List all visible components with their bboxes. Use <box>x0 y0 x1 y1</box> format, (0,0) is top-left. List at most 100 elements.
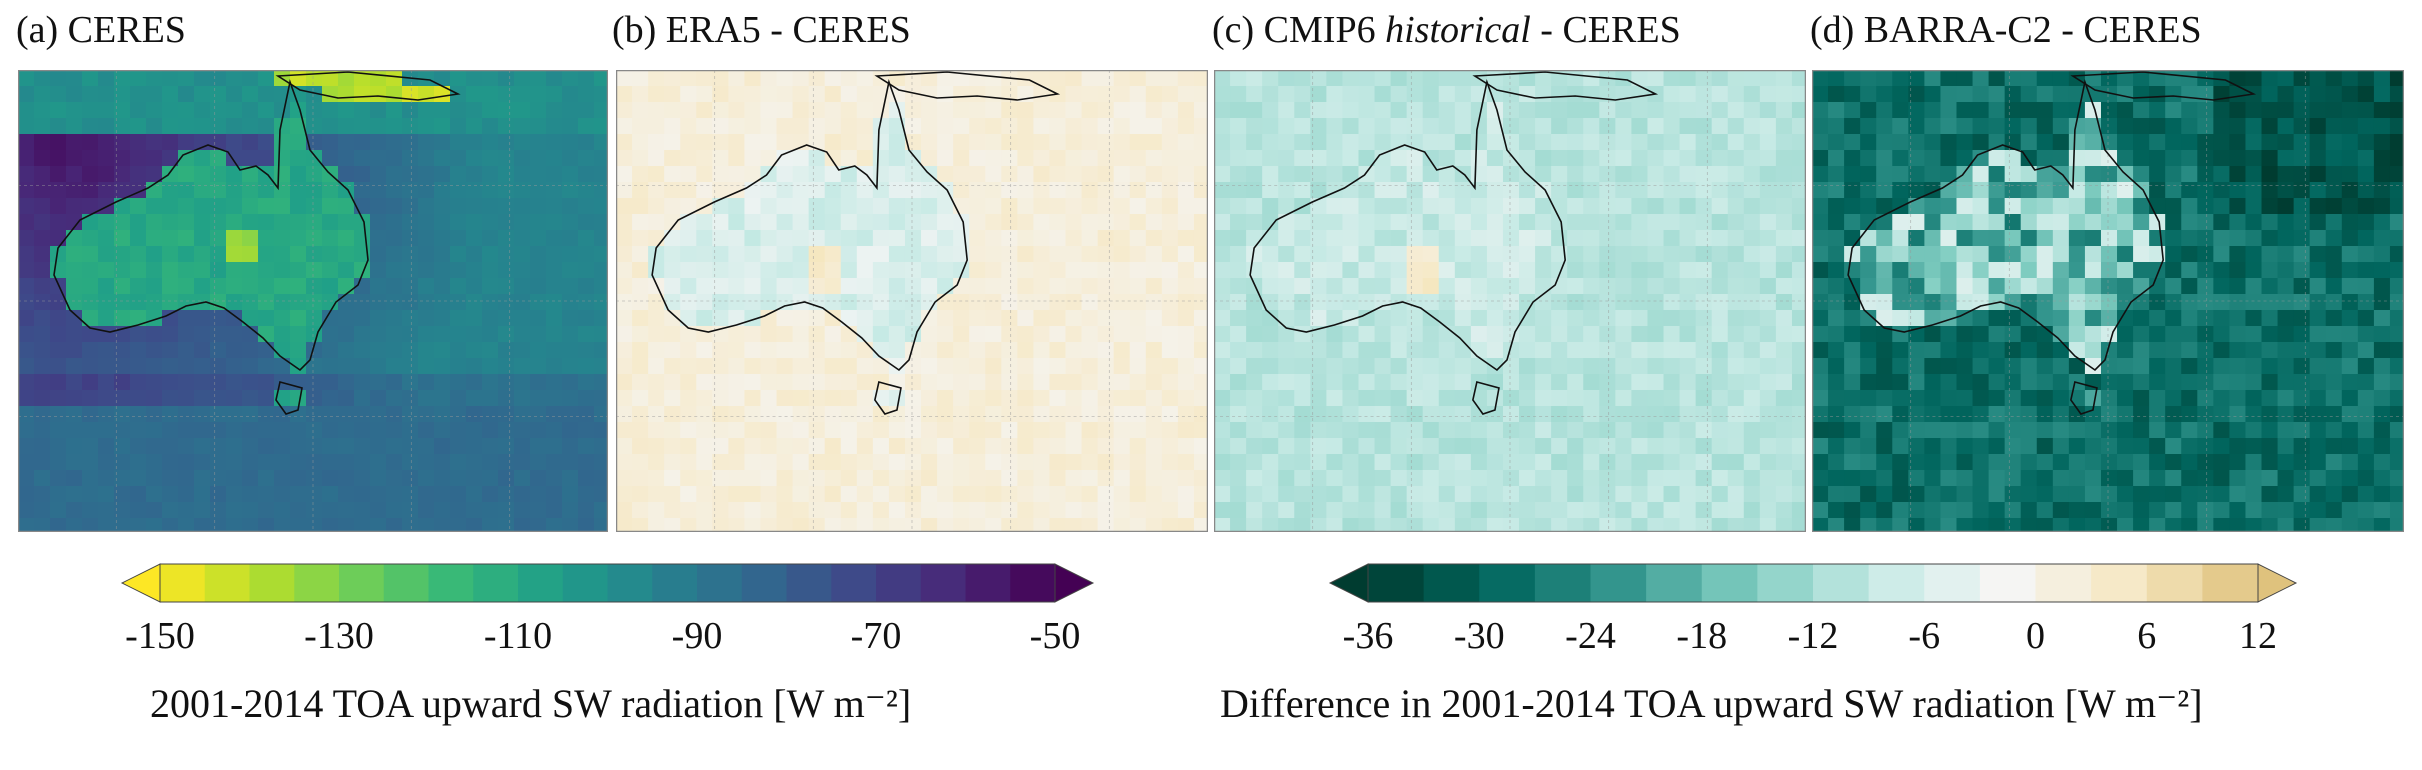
heatmap-cell <box>904 150 922 167</box>
heatmap-cell <box>1049 374 1067 391</box>
heatmap-cell <box>546 150 563 167</box>
heatmap-cell <box>114 294 131 311</box>
heatmap-cell <box>466 294 483 311</box>
heatmap-cell <box>386 198 403 215</box>
heatmap-cell <box>386 150 403 167</box>
heatmap-cell <box>904 310 922 327</box>
heatmap-cell <box>2325 342 2343 359</box>
heatmap-cell <box>162 374 179 391</box>
heatmap-cell <box>1358 518 1376 532</box>
heatmap-cell <box>2309 310 2327 327</box>
heatmap-cell <box>1647 182 1665 199</box>
heatmap-cell <box>2261 422 2279 439</box>
australia-coastline <box>1249 79 1567 372</box>
heatmap-cell <box>1081 310 1099 327</box>
heatmap-cell <box>2068 326 2086 343</box>
heatmap-cell <box>306 310 323 327</box>
heatmap-cell <box>760 454 778 471</box>
heatmap-cell <box>904 518 922 532</box>
heatmap-cell <box>1193 182 1208 199</box>
heatmap-cell <box>1711 310 1729 327</box>
heatmap-cell <box>1679 486 1697 503</box>
heatmap-cell <box>1583 246 1600 263</box>
heatmap-cell <box>1438 134 1456 151</box>
heatmap-cell <box>1519 390 1536 407</box>
heatmap-cell <box>82 502 99 519</box>
heatmap-cell <box>1519 198 1536 215</box>
heatmap-cell <box>1017 214 1034 231</box>
heatmap-cell <box>1924 134 1941 151</box>
heatmap-cell <box>648 518 665 532</box>
heatmap-cell <box>1001 454 1018 471</box>
heatmap-cell <box>434 262 451 279</box>
heatmap-cell <box>1663 230 1681 247</box>
heatmap-cell <box>1631 518 1648 532</box>
heatmap-cell <box>1892 134 1909 151</box>
heatmap-cell <box>466 518 483 532</box>
heatmap-cell <box>969 278 986 295</box>
heatmap-cell <box>1828 70 1845 87</box>
heatmap-cell <box>1615 310 1632 327</box>
heatmap-cell <box>354 358 371 375</box>
heatmap-cell <box>808 246 826 263</box>
heatmap-cell <box>1743 70 1761 87</box>
heatmap-cell <box>1924 358 1941 375</box>
heatmap-cell <box>1615 470 1632 487</box>
heatmap-cell <box>546 262 563 279</box>
heatmap-cell <box>2165 118 2182 135</box>
heatmap-cell <box>792 262 810 279</box>
heatmap-cell <box>1262 294 1279 311</box>
heatmap-cell <box>1647 230 1665 247</box>
heatmap-cell <box>1358 118 1376 135</box>
heatmap-cell <box>338 166 355 183</box>
heatmap-cell <box>2165 326 2182 343</box>
heatmap-cell <box>1860 326 1877 343</box>
heatmap-cell <box>1438 342 1456 359</box>
heatmap-cell <box>1695 406 1713 423</box>
heatmap-cell <box>2357 358 2375 375</box>
heatmap-cell <box>2325 454 2343 471</box>
heatmap-cell <box>2213 198 2230 215</box>
heatmap-cell <box>1214 342 1231 359</box>
heatmap-cell <box>2357 198 2375 215</box>
heatmap-cell <box>1177 198 1195 215</box>
australia-coastline <box>1847 79 2165 372</box>
heatmap-cell <box>2181 486 2198 503</box>
heatmap-cell <box>194 518 211 532</box>
heatmap-cell <box>888 230 906 247</box>
heatmap-cell <box>2052 278 2070 295</box>
heatmap-cell <box>1956 438 1974 455</box>
heatmap-cell <box>1647 470 1665 487</box>
heatmap-cell <box>632 118 649 135</box>
heatmap-cell <box>2373 406 2391 423</box>
heatmap-cell <box>1791 262 1806 279</box>
heatmap-cell <box>1695 262 1713 279</box>
heatmap-cell <box>562 230 579 247</box>
heatmap-cell <box>1599 182 1616 199</box>
heatmap-cell <box>482 134 499 151</box>
heatmap-cell <box>2309 118 2327 135</box>
heatmap-cell <box>921 310 938 327</box>
heatmap-cell <box>808 102 826 119</box>
heatmap-cell <box>1908 454 1925 471</box>
heatmap-cell <box>1486 262 1504 279</box>
heatmap-cell <box>2373 438 2391 455</box>
heatmap-cell <box>1454 358 1472 375</box>
heatmap-cell <box>194 406 211 423</box>
heatmap-cell <box>1535 150 1552 167</box>
heatmap-cell <box>680 454 697 471</box>
heatmap-cell <box>1065 182 1083 199</box>
heatmap-cell <box>98 374 115 391</box>
heatmap-cell <box>1326 86 1343 103</box>
heatmap-cell <box>1812 246 1829 263</box>
heatmap-cell <box>1486 358 1504 375</box>
heatmap-cell <box>1711 150 1729 167</box>
heatmap-cell <box>2149 502 2166 519</box>
heatmap-cell <box>18 278 35 295</box>
heatmap-cell <box>1615 118 1632 135</box>
heatmap-cell <box>450 518 467 532</box>
heatmap-cell <box>1860 150 1877 167</box>
heatmap-cell <box>1406 182 1424 199</box>
heatmap-cell <box>1551 214 1568 231</box>
heatmap-cell <box>1647 518 1665 532</box>
